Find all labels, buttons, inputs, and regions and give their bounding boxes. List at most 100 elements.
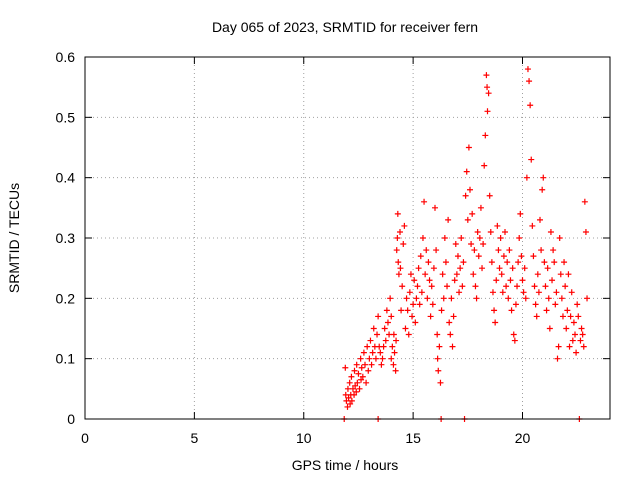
data-point [485,90,492,97]
data-point [370,325,377,332]
data-point [497,235,504,241]
points-layer [341,66,591,422]
data-point [575,313,582,320]
data-point [441,235,448,241]
data-point [578,325,585,332]
data-point [418,289,425,296]
data-point [514,283,521,290]
data-point [428,283,435,290]
data-point [535,289,542,296]
data-point [486,192,493,199]
data-point [360,349,367,356]
data-point [511,337,518,344]
data-point [516,235,523,241]
data-point [382,337,389,344]
data-point [349,385,356,392]
data-point [481,162,488,169]
data-point [522,295,529,302]
data-point [395,259,402,266]
data-point [475,253,482,260]
data-point [468,241,475,248]
data-point [538,247,545,254]
data-point [429,301,436,308]
data-point [509,265,516,272]
data-point [397,228,403,235]
data-point [407,271,414,278]
data-point [498,271,505,278]
data-point [464,216,471,223]
y-tick-label: 0 [67,411,75,427]
data-point [351,391,358,398]
data-point [537,216,543,223]
data-point [348,397,355,404]
data-point [557,271,564,278]
data-point [473,295,480,302]
data-point [347,400,354,407]
data-point [365,367,372,374]
data-point [531,283,538,290]
data-point [359,373,366,380]
data-point [421,198,428,205]
data-point [471,247,478,254]
data-point [534,271,541,278]
y-tick-label: 0.4 [56,170,76,186]
data-point [358,376,365,383]
data-point [495,247,502,254]
data-point [533,313,540,320]
data-point [358,364,365,371]
data-point [528,156,535,163]
data-point [368,361,375,368]
data-point [532,301,539,308]
data-point [438,307,445,314]
data-point [562,283,569,290]
data-point [460,259,467,266]
data-point [480,241,487,248]
data-point [348,373,355,380]
data-point [458,235,465,241]
data-point [401,222,408,229]
data-point [416,301,423,308]
data-point [570,319,577,326]
data-point [472,283,479,290]
data-point [378,361,385,368]
data-point [423,247,430,254]
data-point [380,343,387,350]
data-point [417,253,424,260]
data-point [362,361,368,368]
data-point [374,331,381,338]
data-point [403,295,410,302]
data-point [398,307,405,314]
data-point [389,343,396,350]
data-point [488,259,495,266]
y-tick-label: 0.6 [56,49,76,65]
data-point [387,295,394,302]
data-point [372,355,379,362]
data-point [544,265,551,272]
data-point [346,379,353,386]
data-point [402,325,409,332]
data-point [444,283,451,290]
data-point [413,295,420,302]
data-point [515,259,522,266]
data-point [388,355,395,362]
data-point [573,349,580,356]
data-point [462,192,469,199]
x-tick-label: 10 [296,430,312,446]
data-point [567,313,574,320]
data-point [508,307,515,314]
data-point [470,271,477,278]
data-point [565,271,572,278]
data-point [411,277,418,284]
data-point [395,271,402,278]
data-point [551,259,558,266]
data-point [367,337,374,344]
data-point [500,253,507,260]
data-point [504,259,511,266]
data-point [467,186,473,193]
data-point [541,259,548,266]
data-point [424,295,431,302]
chart-title: Day 065 of 2023, SRMTID for receiver fer… [212,19,478,35]
data-point [434,355,441,362]
x-tick-label: 0 [81,430,89,446]
